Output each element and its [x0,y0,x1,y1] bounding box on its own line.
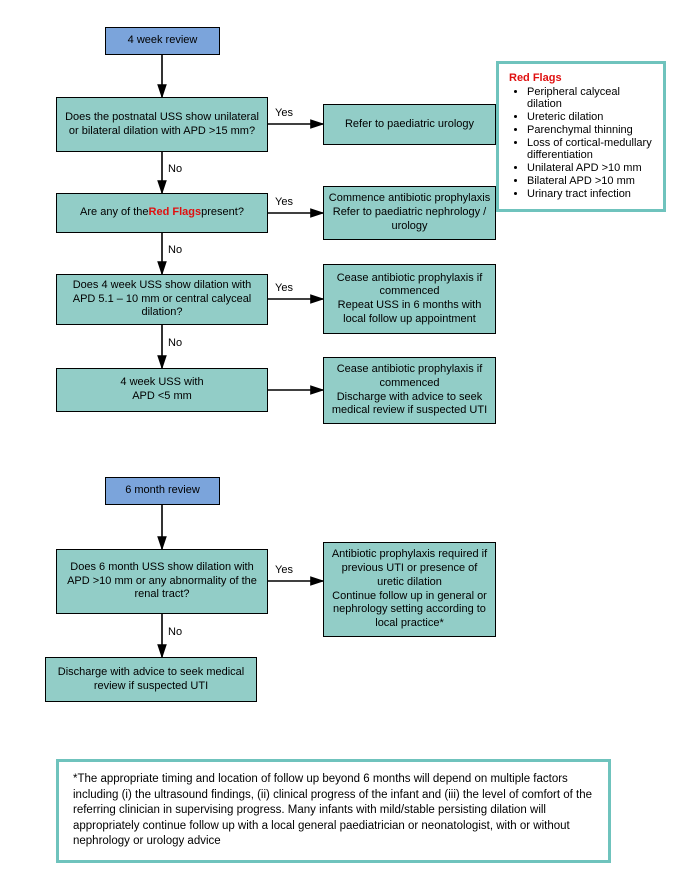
redflags-title: Red Flags [509,72,653,84]
redflags-item: Loss of cortical-medullary differentiati… [527,137,653,161]
redflags-item: Unilateral APD >10 mm [527,162,653,174]
edge-label: No [168,244,182,256]
flow-node: Refer to paediatric urology [323,104,496,145]
flow-node: Antibiotic prophylaxis required if previ… [323,542,496,637]
edge-label: Yes [275,282,293,294]
flow-header: 6 month review [105,477,220,505]
redflags-item: Peripheral calyceal dilation [527,86,653,110]
flow-node: Does 4 week USS show dilation with APD 5… [56,274,268,325]
edge-label: No [168,626,182,638]
redflags-item: Parenchymal thinning [527,124,653,136]
flow-node: Cease antibiotic prophylaxis if commence… [323,357,496,424]
flow-header: 4 week review [105,27,220,55]
flow-node: Commence antibiotic prophylaxisRefer to … [323,186,496,240]
redflags-item: Ureteric dilation [527,111,653,123]
edge-label: No [168,337,182,349]
redflags-item: Urinary tract infection [527,188,653,200]
flow-node: 4 week USS withAPD <5 mm [56,368,268,412]
redflags-list: Peripheral calyceal dilationUreteric dil… [509,86,653,200]
footnote-text: *The appropriate timing and location of … [73,773,592,847]
flow-node: Does 6 month USS show dilation with APD … [56,549,268,614]
flow-node: Discharge with advice to seek medical re… [45,657,257,702]
edge-label: No [168,163,182,175]
edge-label: Yes [275,564,293,576]
footnote-box: *The appropriate timing and location of … [56,759,611,863]
edge-label: Yes [275,107,293,119]
redflags-panel: Red Flags Peripheral calyceal dilationUr… [496,61,666,212]
flow-node: Cease antibiotic prophylaxis if commence… [323,264,496,334]
flow-node: Are any of the Red Flags present? [56,193,268,233]
redflags-item: Bilateral APD >10 mm [527,175,653,187]
flow-node: Does the postnatal USS show unilateral o… [56,97,268,152]
edge-label: Yes [275,196,293,208]
